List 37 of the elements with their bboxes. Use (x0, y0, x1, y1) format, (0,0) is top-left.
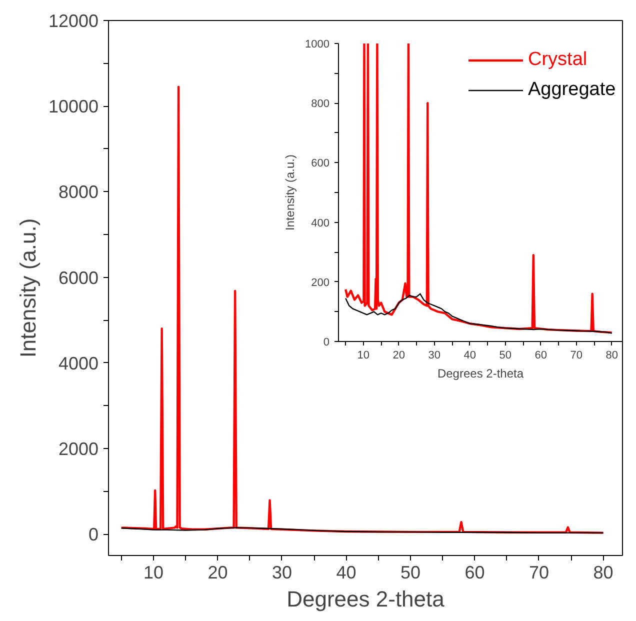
x-tick-label: 70 (528, 562, 549, 582)
y-tick-label: 200 (311, 276, 330, 289)
legend-label: Crystal (528, 48, 588, 72)
x-tick-label: 80 (606, 350, 618, 362)
x-tick-label: 30 (428, 350, 440, 362)
x-tick-label: 60 (464, 562, 485, 582)
x-tick-label: 10 (143, 562, 164, 582)
x-tick-label: 50 (499, 350, 512, 362)
legend-label: Aggregate (528, 78, 616, 102)
x-tick-label: 60 (534, 350, 547, 362)
x-tick-label: 70 (570, 350, 582, 362)
x-tick-label: 40 (464, 350, 476, 362)
y-tick-label: 0 (88, 524, 99, 545)
y-tick-label: 0 (323, 336, 330, 348)
y-tick-label: 800 (311, 98, 330, 110)
x-tick-label: 10 (357, 350, 370, 362)
y-axis-title: Intensity (a.u.) (283, 154, 298, 231)
line-series (345, 293, 612, 334)
y-tick-label: 12000 (48, 11, 99, 31)
x-axis-title: Degrees 2-theta (437, 366, 524, 380)
y-tick-label: 2000 (58, 439, 99, 459)
x-tick-label: 30 (272, 562, 292, 582)
x-tick-label: 20 (208, 562, 228, 582)
y-tick-label: 400 (311, 217, 330, 230)
y-tick-label: 8000 (58, 182, 99, 202)
y-tick-label: 6000 (58, 268, 99, 288)
y-tick-label: 10000 (48, 96, 99, 117)
x-tick-label: 80 (593, 562, 614, 582)
x-tick-label: 50 (400, 562, 420, 582)
x-tick-label: 20 (392, 350, 405, 362)
x-axis-title: Degrees 2-theta (286, 586, 446, 612)
line-series (344, 44, 613, 334)
y-tick-label: 600 (311, 158, 330, 170)
y-tick-label: 4000 (58, 353, 99, 374)
x-tick-label: 40 (336, 562, 356, 582)
y-tick-label: 1000 (305, 38, 330, 50)
y-axis-title: Intensity (a.u.) (15, 218, 40, 358)
